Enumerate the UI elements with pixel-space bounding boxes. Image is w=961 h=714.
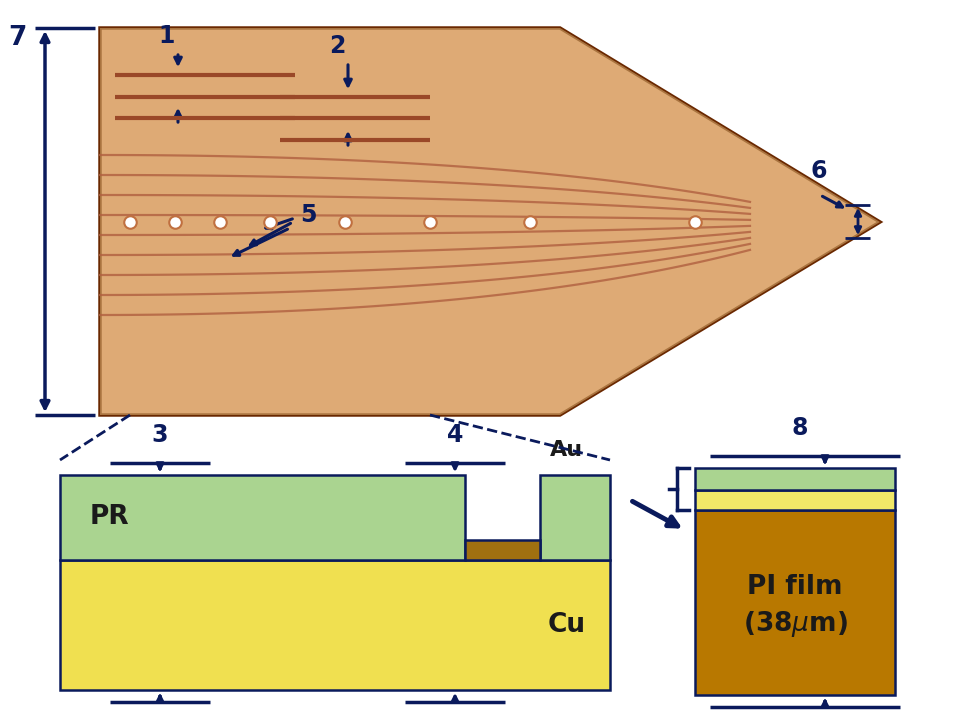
Text: Au: Au (550, 440, 583, 460)
Text: 8: 8 (792, 416, 808, 440)
Bar (60, 475, 465, 560)
Bar (695, 510, 895, 695)
Text: PI film: PI film (748, 574, 843, 600)
Text: Cu: Cu (548, 612, 586, 638)
Text: (38$\mu$m): (38$\mu$m) (743, 609, 848, 639)
Polygon shape (100, 28, 880, 415)
Text: 1: 1 (159, 24, 175, 48)
Text: 3: 3 (152, 423, 168, 447)
Text: 2: 2 (329, 34, 345, 58)
Polygon shape (100, 28, 880, 415)
Text: 6: 6 (810, 159, 826, 183)
Text: 4: 4 (447, 423, 463, 447)
Text: 7: 7 (8, 25, 26, 51)
Text: PR: PR (90, 504, 130, 530)
Bar (465, 540, 540, 560)
Bar (540, 475, 610, 560)
Bar (60, 560, 610, 690)
Bar (695, 468, 895, 490)
Bar (695, 490, 895, 510)
Text: 5: 5 (300, 203, 316, 227)
